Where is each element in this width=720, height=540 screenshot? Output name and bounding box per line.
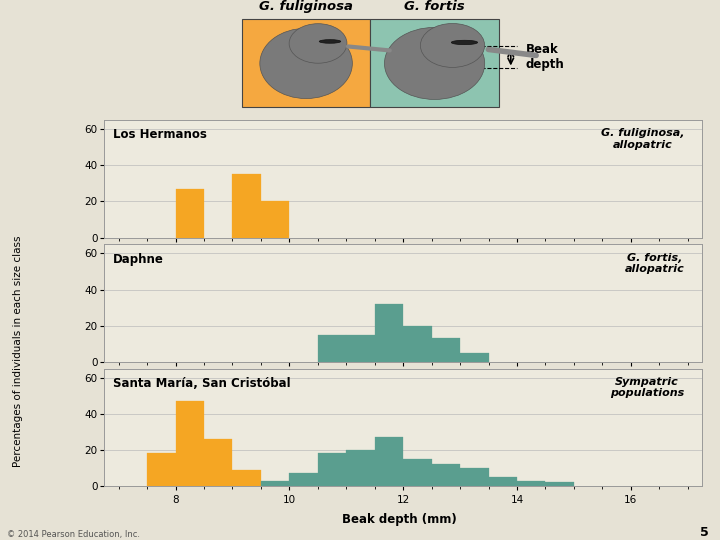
Bar — [204, 439, 233, 486]
Bar — [233, 470, 261, 486]
Text: Los Hermanos: Los Hermanos — [113, 129, 207, 141]
Circle shape — [451, 40, 477, 45]
Bar — [546, 482, 574, 486]
Bar — [176, 401, 204, 486]
Bar — [147, 454, 176, 486]
Bar — [403, 326, 432, 362]
Text: Sympatric
populations: Sympatric populations — [610, 377, 684, 399]
Bar — [460, 353, 489, 362]
Text: G. fortis,
allopatric: G. fortis, allopatric — [624, 253, 684, 274]
Bar — [403, 459, 432, 486]
Bar — [374, 437, 403, 486]
Bar — [233, 174, 261, 238]
Text: © 2014 Pearson Education, Inc.: © 2014 Pearson Education, Inc. — [7, 530, 140, 539]
Text: Daphne: Daphne — [113, 253, 164, 266]
Bar — [289, 474, 318, 486]
Text: Percentages of individuals in each size class: Percentages of individuals in each size … — [13, 235, 23, 467]
Bar — [432, 464, 460, 486]
Text: G. fortis: G. fortis — [404, 0, 465, 12]
Bar — [460, 468, 489, 486]
Bar — [261, 481, 289, 486]
Text: G. fuliginosa,
allopatric: G. fuliginosa, allopatric — [600, 129, 684, 150]
Bar — [318, 454, 346, 486]
Ellipse shape — [384, 28, 485, 99]
Bar — [346, 450, 374, 486]
Ellipse shape — [260, 28, 352, 99]
Bar — [318, 335, 346, 362]
Text: G. fuliginosa: G. fuliginosa — [259, 0, 353, 12]
FancyBboxPatch shape — [370, 19, 499, 107]
Bar — [489, 477, 517, 486]
Bar — [432, 338, 460, 362]
Ellipse shape — [289, 24, 347, 63]
Bar — [261, 201, 289, 238]
Bar — [374, 304, 403, 362]
Ellipse shape — [420, 23, 485, 68]
Text: Santa María, San Cristóbal: Santa María, San Cristóbal — [113, 377, 291, 390]
Text: Beak
depth: Beak depth — [526, 43, 564, 71]
Bar — [346, 335, 374, 362]
FancyBboxPatch shape — [242, 19, 370, 107]
Text: Beak depth (mm): Beak depth (mm) — [342, 514, 457, 526]
Bar — [176, 189, 204, 238]
Text: 5: 5 — [701, 526, 709, 539]
Bar — [517, 481, 546, 486]
Circle shape — [319, 39, 341, 43]
